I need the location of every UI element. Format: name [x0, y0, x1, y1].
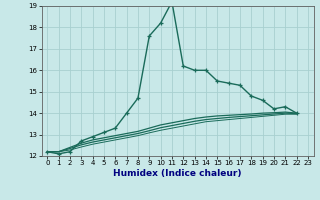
X-axis label: Humidex (Indice chaleur): Humidex (Indice chaleur): [113, 169, 242, 178]
